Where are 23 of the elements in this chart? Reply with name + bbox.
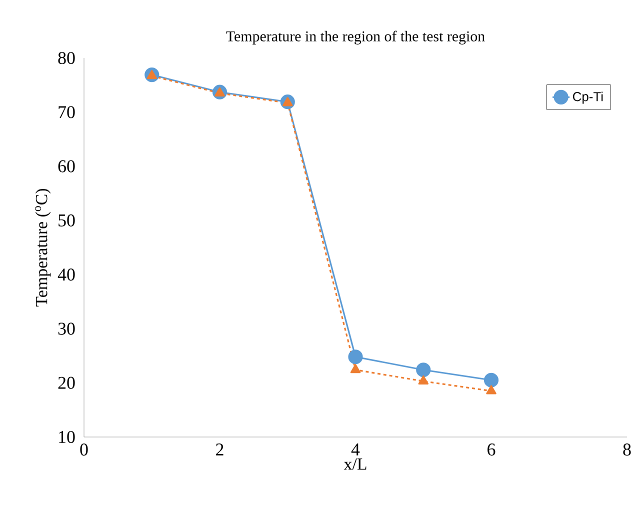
point (418, 375, 429, 385)
y-tick-label: 80 (58, 52, 75, 64)
point (486, 385, 496, 394)
point (416, 362, 431, 378)
y-tick-label: 10 (59, 430, 75, 444)
x-tick-label: 6 (488, 444, 496, 456)
x-axis-title: x/L (344, 458, 366, 470)
x-tick-label: 4 (351, 444, 360, 456)
y-tick-label: 60 (58, 160, 75, 172)
point (348, 350, 363, 364)
x-tick-label: 0 (80, 444, 88, 456)
point (484, 372, 499, 388)
legend-label: Cp-Ti (573, 92, 603, 104)
y-tick-label: 40 (58, 268, 75, 281)
y-axis-title: Temperature ($^{o}$C) (35, 188, 51, 306)
y-tick-label: 50 (58, 214, 75, 226)
x-tick-label: 8 (623, 444, 631, 456)
y-tick-label: 20 (58, 376, 75, 389)
x-tick-label: 2 (216, 444, 224, 456)
point (350, 364, 361, 374)
chart-title: Temperature in the region of the test region (226, 30, 485, 44)
y-tick-label: 70 (58, 106, 75, 118)
y-tick-label: 30 (58, 322, 75, 335)
